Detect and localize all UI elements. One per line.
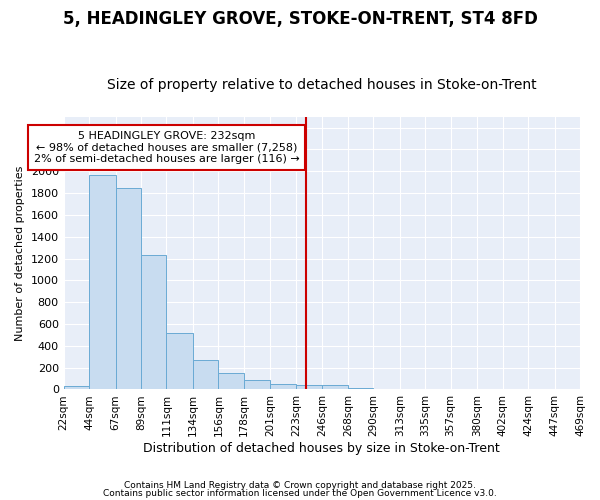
Y-axis label: Number of detached properties: Number of detached properties	[15, 166, 25, 341]
Bar	[271, 384, 296, 390]
Text: Contains HM Land Registry data © Crown copyright and database right 2025.: Contains HM Land Registry data © Crown c…	[124, 481, 476, 490]
X-axis label: Distribution of detached houses by size in Stoke-on-Trent: Distribution of detached houses by size …	[143, 442, 500, 455]
Title: Size of property relative to detached houses in Stoke-on-Trent: Size of property relative to detached ho…	[107, 78, 536, 92]
Bar	[296, 385, 322, 390]
Bar	[64, 386, 89, 390]
Bar	[166, 332, 193, 390]
Text: 5 HEADINGLEY GROVE: 232sqm
← 98% of detached houses are smaller (7,258)
2% of se: 5 HEADINGLEY GROVE: 232sqm ← 98% of deta…	[34, 131, 299, 164]
Bar	[244, 380, 271, 390]
Bar	[218, 373, 244, 390]
Bar	[141, 256, 166, 390]
Bar	[348, 388, 373, 390]
Bar	[322, 385, 348, 390]
Bar	[89, 174, 116, 390]
Bar	[193, 360, 218, 390]
Text: 5, HEADINGLEY GROVE, STOKE-ON-TRENT, ST4 8FD: 5, HEADINGLEY GROVE, STOKE-ON-TRENT, ST4…	[62, 10, 538, 28]
Text: Contains public sector information licensed under the Open Government Licence v3: Contains public sector information licen…	[103, 488, 497, 498]
Bar	[373, 389, 400, 390]
Bar	[116, 188, 141, 390]
